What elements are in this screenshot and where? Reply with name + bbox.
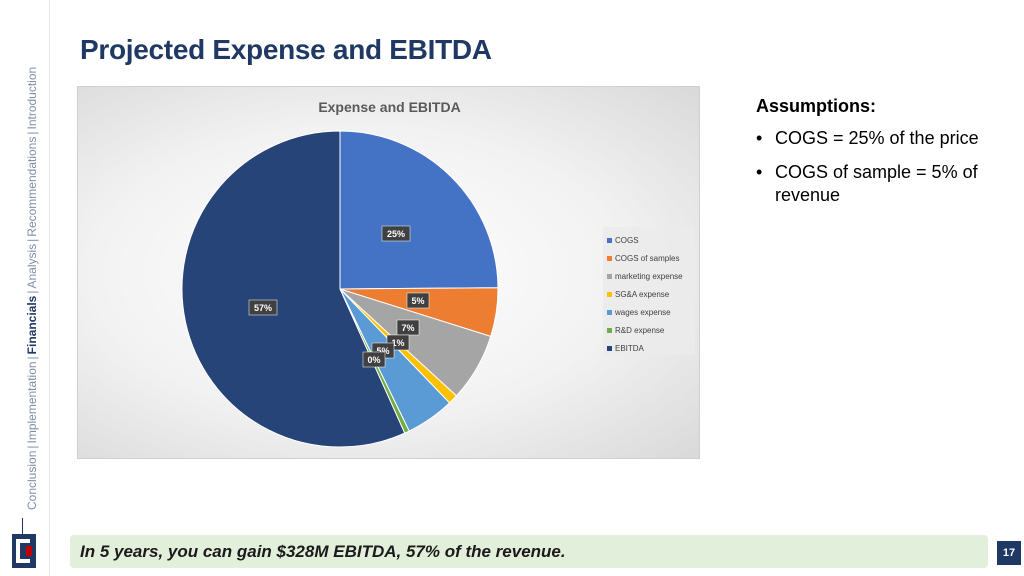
- page-number: 17: [997, 541, 1021, 565]
- svg-text:57%: 57%: [254, 303, 272, 313]
- nav-item-conclusion[interactable]: Conclusion: [25, 450, 39, 510]
- legend-swatch: [607, 273, 612, 279]
- assumptions-heading: Assumptions:: [756, 96, 877, 116]
- legend-swatch: [607, 291, 612, 297]
- svg-text:7%: 7%: [401, 323, 414, 333]
- assumption-item: • COGS of sample = 5% of revenue: [756, 161, 996, 207]
- legend-label: COGS of samples: [615, 253, 680, 263]
- svg-text:5%: 5%: [376, 346, 389, 356]
- summary-banner: In 5 years, you can gain $328M EBITDA, 5…: [70, 535, 988, 568]
- page-title: Projected Expense and EBITDA: [80, 34, 492, 65]
- legend-item: R&D expense: [607, 321, 695, 339]
- nav-separator: |: [25, 131, 39, 135]
- svg-text:0%: 0%: [367, 355, 380, 365]
- assumption-text: COGS of sample = 5% of revenue: [775, 162, 978, 205]
- legend-label: wages expense: [615, 307, 671, 317]
- nav-separator: |: [25, 238, 39, 242]
- navigation-rail: [0, 0, 49, 576]
- pie-slice-cogs: [339, 130, 499, 290]
- nav-separator: |: [25, 445, 39, 449]
- legend-swatch: [607, 309, 612, 315]
- svg-text:1%: 1%: [391, 338, 404, 348]
- legend-item: COGS: [607, 231, 695, 249]
- legend-item: COGS of samples: [607, 249, 695, 267]
- assumption-item: • COGS = 25% of the price: [756, 127, 996, 150]
- chart-legend: COGS COGS of samples marketing expense SG&A…: [603, 227, 695, 355]
- nav-item-analysis[interactable]: Analysis: [25, 243, 39, 289]
- rail-divider: [49, 0, 50, 576]
- data-label: 5%: [406, 292, 430, 309]
- data-label: 57%: [248, 299, 278, 316]
- data-label: 25%: [381, 225, 411, 242]
- legend-item: SG&A expense: [607, 285, 695, 303]
- pie-chart: 25%5%7%1%5%0%57%: [181, 130, 499, 448]
- data-label: 7%: [396, 319, 420, 336]
- legend-label: SG&A expense: [615, 289, 670, 299]
- bullet-icon: •: [756, 128, 763, 148]
- assumptions-panel: Assumptions: • COGS = 25% of the price • C…: [756, 96, 996, 218]
- legend-swatch: [607, 345, 612, 351]
- nav-item-introduction[interactable]: Introduction: [25, 66, 39, 130]
- svg-text:5%: 5%: [411, 296, 424, 306]
- pie-chart-container: Expense and EBITDA 25% 5% 7% 1% 5% 0% 57% COGS…: [77, 86, 700, 459]
- company-logo-icon: [12, 534, 36, 568]
- nav-indicator: [22, 518, 23, 540]
- legend-swatch: [607, 255, 612, 261]
- chart-title: Expense and EBITDA: [318, 99, 461, 115]
- legend-label: COGS: [615, 235, 639, 245]
- data-label: 0%: [362, 351, 386, 368]
- assumptions-list: • COGS = 25% of the price • COGS of sample…: [756, 127, 996, 207]
- nav-item-recommendations[interactable]: Recommendations: [25, 136, 39, 237]
- legend-item: EBITDA: [607, 339, 695, 357]
- pie-slice-ebitda: [181, 130, 406, 448]
- svg-text:25%: 25%: [387, 229, 405, 239]
- section-navigation: Conclusion|Implementation|Financials|Ana…: [25, 67, 39, 510]
- bullet-icon: •: [756, 162, 763, 182]
- legend-label: R&D expense: [615, 325, 665, 335]
- legend-swatch: [607, 237, 612, 243]
- legend-swatch: [607, 327, 612, 333]
- legend-label: marketing expense: [615, 271, 683, 281]
- nav-item-financials[interactable]: Financials: [25, 295, 39, 355]
- legend-label: EBITDA: [615, 343, 644, 353]
- summary-text: In 5 years, you can gain $328M EBITDA, 5…: [80, 542, 566, 561]
- nav-separator: |: [25, 290, 39, 294]
- nav-item-implementation[interactable]: Implementation: [25, 361, 39, 444]
- nav-separator: |: [25, 356, 39, 360]
- assumption-text: COGS = 25% of the price: [775, 128, 979, 148]
- legend-item: marketing expense: [607, 267, 695, 285]
- legend-item: wages expense: [607, 303, 695, 321]
